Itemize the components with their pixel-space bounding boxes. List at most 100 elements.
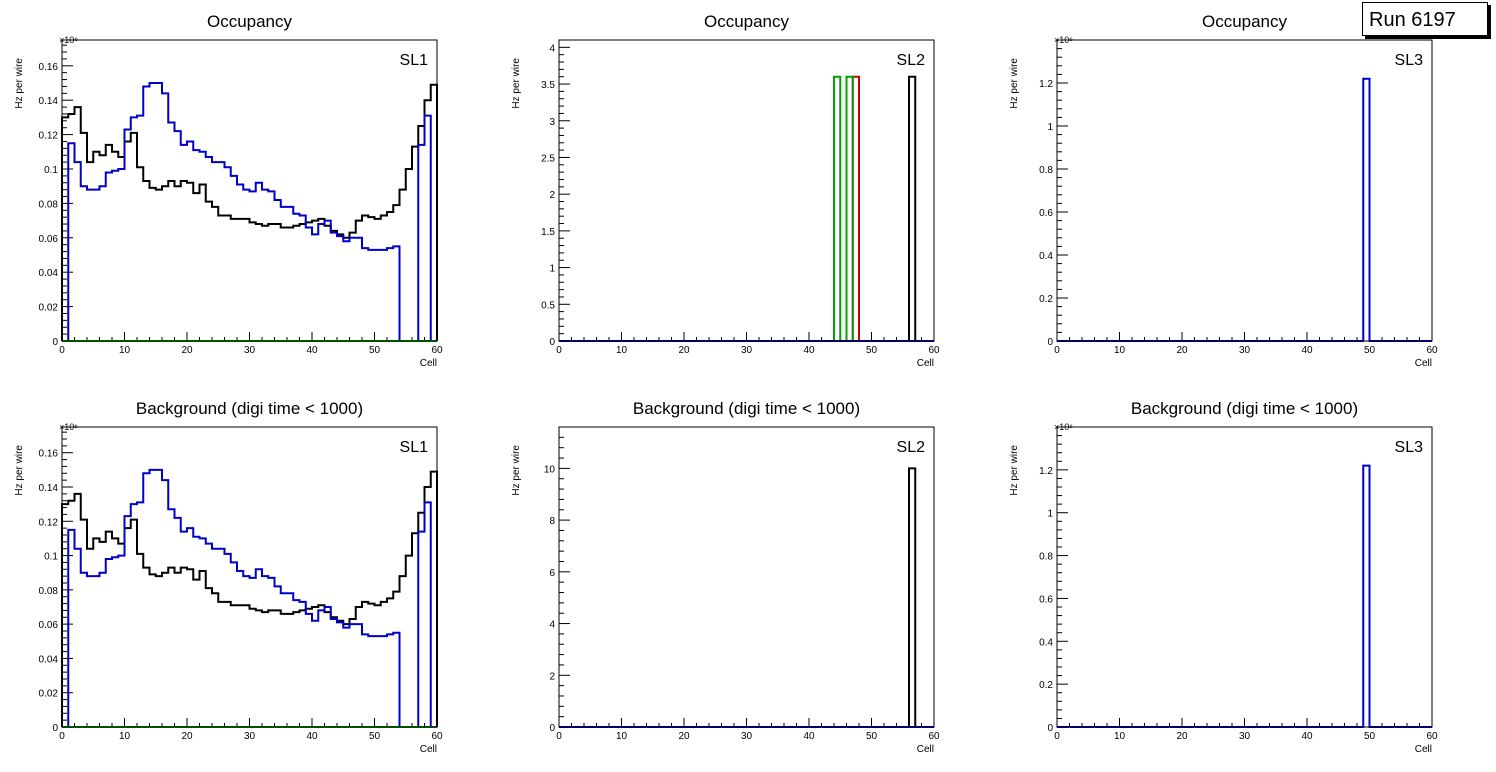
panel-title: Background (digi time < 1000) <box>633 399 860 418</box>
x-axis-label: Cell <box>420 358 437 369</box>
x-tick-label: 40 <box>803 345 815 356</box>
run-label: Run 6197 <box>1362 2 1488 36</box>
plot-frame <box>1056 39 1433 342</box>
y-tick-label: 1.2 <box>1039 466 1053 477</box>
x-axis-label: Cell <box>1415 744 1432 755</box>
x-tick-label: 50 <box>369 345 381 356</box>
x-tick-label: 20 <box>678 345 690 356</box>
x-axis-label: Cell <box>917 744 934 755</box>
histogram-panel-1: Occupancy 0 10 20 30 40 50 60 Cell 0 0.02 0.04 0.06 0… <box>14 12 443 369</box>
x-tick-label: 40 <box>803 731 815 742</box>
histogram-series-layer-1 <box>1057 77 1432 342</box>
x-tick-label: 50 <box>1364 731 1376 742</box>
y-tick-label: 0.16 <box>39 62 59 73</box>
histogram-series-layer-1 <box>559 467 934 728</box>
histogram-series-layer-1 <box>1057 464 1432 728</box>
x-tick-label: 30 <box>1239 731 1251 742</box>
histogram-panel-6: Background (digi time < 1000)0 10 20 30 40 50… <box>1009 399 1438 755</box>
y-tick-label: 2.5 <box>541 153 555 164</box>
y-tick-label: 0 <box>1047 723 1053 734</box>
y-tick-label: 0.4 <box>1039 637 1053 648</box>
x-tick-label: 50 <box>369 731 381 742</box>
histogram-series-layer-2 <box>62 468 437 728</box>
x-tick-label: 0 <box>556 731 562 742</box>
x-tick-label: 60 <box>431 345 443 356</box>
panel-title: Occupancy <box>207 12 293 31</box>
x-tick-label: 40 <box>1301 345 1313 356</box>
superlayer-label: SL3 <box>1395 52 1424 69</box>
y-tick-label: 4 <box>549 620 555 631</box>
y-tick-label: 0.6 <box>1039 594 1053 605</box>
y-tick-label: 0 <box>52 723 58 734</box>
x-tick-label: 10 <box>1114 345 1126 356</box>
y-tick-label: 3 <box>549 117 555 128</box>
histogram-panel-2: Occupancy 0 10 20 30 40 50 60 Cell 0 0.5 1 1.5 2 2.5 3 3… <box>511 12 940 369</box>
superlayer-label: SL1 <box>400 52 429 69</box>
x-tick-label: 50 <box>1364 345 1376 356</box>
y-tick-label: 0.2 <box>1039 294 1053 305</box>
x-tick-label: 30 <box>244 731 256 742</box>
x-tick-label: 10 <box>616 731 628 742</box>
x-axis-label: Cell <box>917 358 934 369</box>
y-tick-label: 0.14 <box>39 483 59 494</box>
superlayer-label: SL1 <box>400 439 429 456</box>
y-tick-label: 0 <box>549 723 555 734</box>
y-tick-label: 2 <box>549 671 555 682</box>
y-tick-label: 0.5 <box>541 300 555 311</box>
y-tick-label: 1 <box>1047 509 1053 520</box>
x-tick-label: 0 <box>1054 345 1060 356</box>
histogram-series-layer-2 <box>62 82 437 342</box>
x-axis-label: Cell <box>1415 358 1432 369</box>
panel-title: Background (digi time < 1000) <box>1131 399 1358 418</box>
histogram-panel-3: Occupancy 0 10 20 30 40 50 60 Cell 0 0.2 0.4 0.6 0.8 1… <box>1009 12 1438 369</box>
x-tick-label: 10 <box>616 345 628 356</box>
y-tick-label: 4 <box>549 43 555 54</box>
y-tick-label: 0 <box>52 337 58 348</box>
y-tick-label: 0.04 <box>39 268 59 279</box>
y-tick-label: 2 <box>549 190 555 201</box>
panel-title: Occupancy <box>1202 12 1288 31</box>
panel-title: Occupancy <box>704 12 790 31</box>
y-tick-label: 0.2 <box>1039 680 1053 691</box>
histogram-series-layer-3 <box>559 75 934 342</box>
histogram-panel-4: Background (digi time < 1000) 0 10 20 30 40 50… <box>14 399 443 755</box>
y-axis-label: Hz per wire <box>14 58 25 109</box>
x-tick-label: 0 <box>556 345 562 356</box>
histogram-series-layer-1 <box>61 470 438 727</box>
y-axis-label: Hz per wire <box>511 445 522 496</box>
y-axis-label: Hz per wire <box>1009 58 1020 109</box>
x-tick-label: 20 <box>1176 731 1188 742</box>
x-tick-label: 30 <box>1239 345 1251 356</box>
x-tick-label: 20 <box>1176 345 1188 356</box>
y-tick-label: 0.8 <box>1039 165 1053 176</box>
y-tick-label: 0.8 <box>1039 552 1053 563</box>
x-tick-label: 50 <box>866 345 878 356</box>
x-tick-label: 60 <box>1426 345 1438 356</box>
plot-frame <box>61 39 438 342</box>
y-tick-label: 0 <box>549 337 555 348</box>
y-tick-label: 0.08 <box>39 586 59 597</box>
y-tick-label: 0.08 <box>39 199 59 210</box>
plot-frame <box>1056 426 1433 728</box>
histogram-series-layer-1 <box>559 75 934 342</box>
y-tick-label: 0.1 <box>44 552 58 563</box>
x-tick-label: 20 <box>181 731 193 742</box>
y-tick-label: 0.4 <box>1039 251 1053 262</box>
y-tick-label: 0.02 <box>39 303 59 314</box>
y-tick-label: 0.02 <box>39 689 59 700</box>
y-tick-label: 0.12 <box>39 131 59 142</box>
y-axis-label: Hz per wire <box>14 445 25 496</box>
y-tick-label: 0.12 <box>39 517 59 528</box>
y-axis-label: Hz per wire <box>1009 445 1020 496</box>
y-tick-label: 1 <box>1047 122 1053 133</box>
x-axis-label: Cell <box>420 744 437 755</box>
y-tick-label: 0.16 <box>39 449 59 460</box>
superlayer-label: SL3 <box>1395 439 1424 456</box>
x-tick-label: 10 <box>119 731 131 742</box>
y-tick-label: 0.14 <box>39 96 59 107</box>
x-tick-label: 0 <box>1054 731 1060 742</box>
x-tick-label: 10 <box>119 345 131 356</box>
x-tick-label: 30 <box>741 345 753 356</box>
x-tick-label: 0 <box>59 345 65 356</box>
